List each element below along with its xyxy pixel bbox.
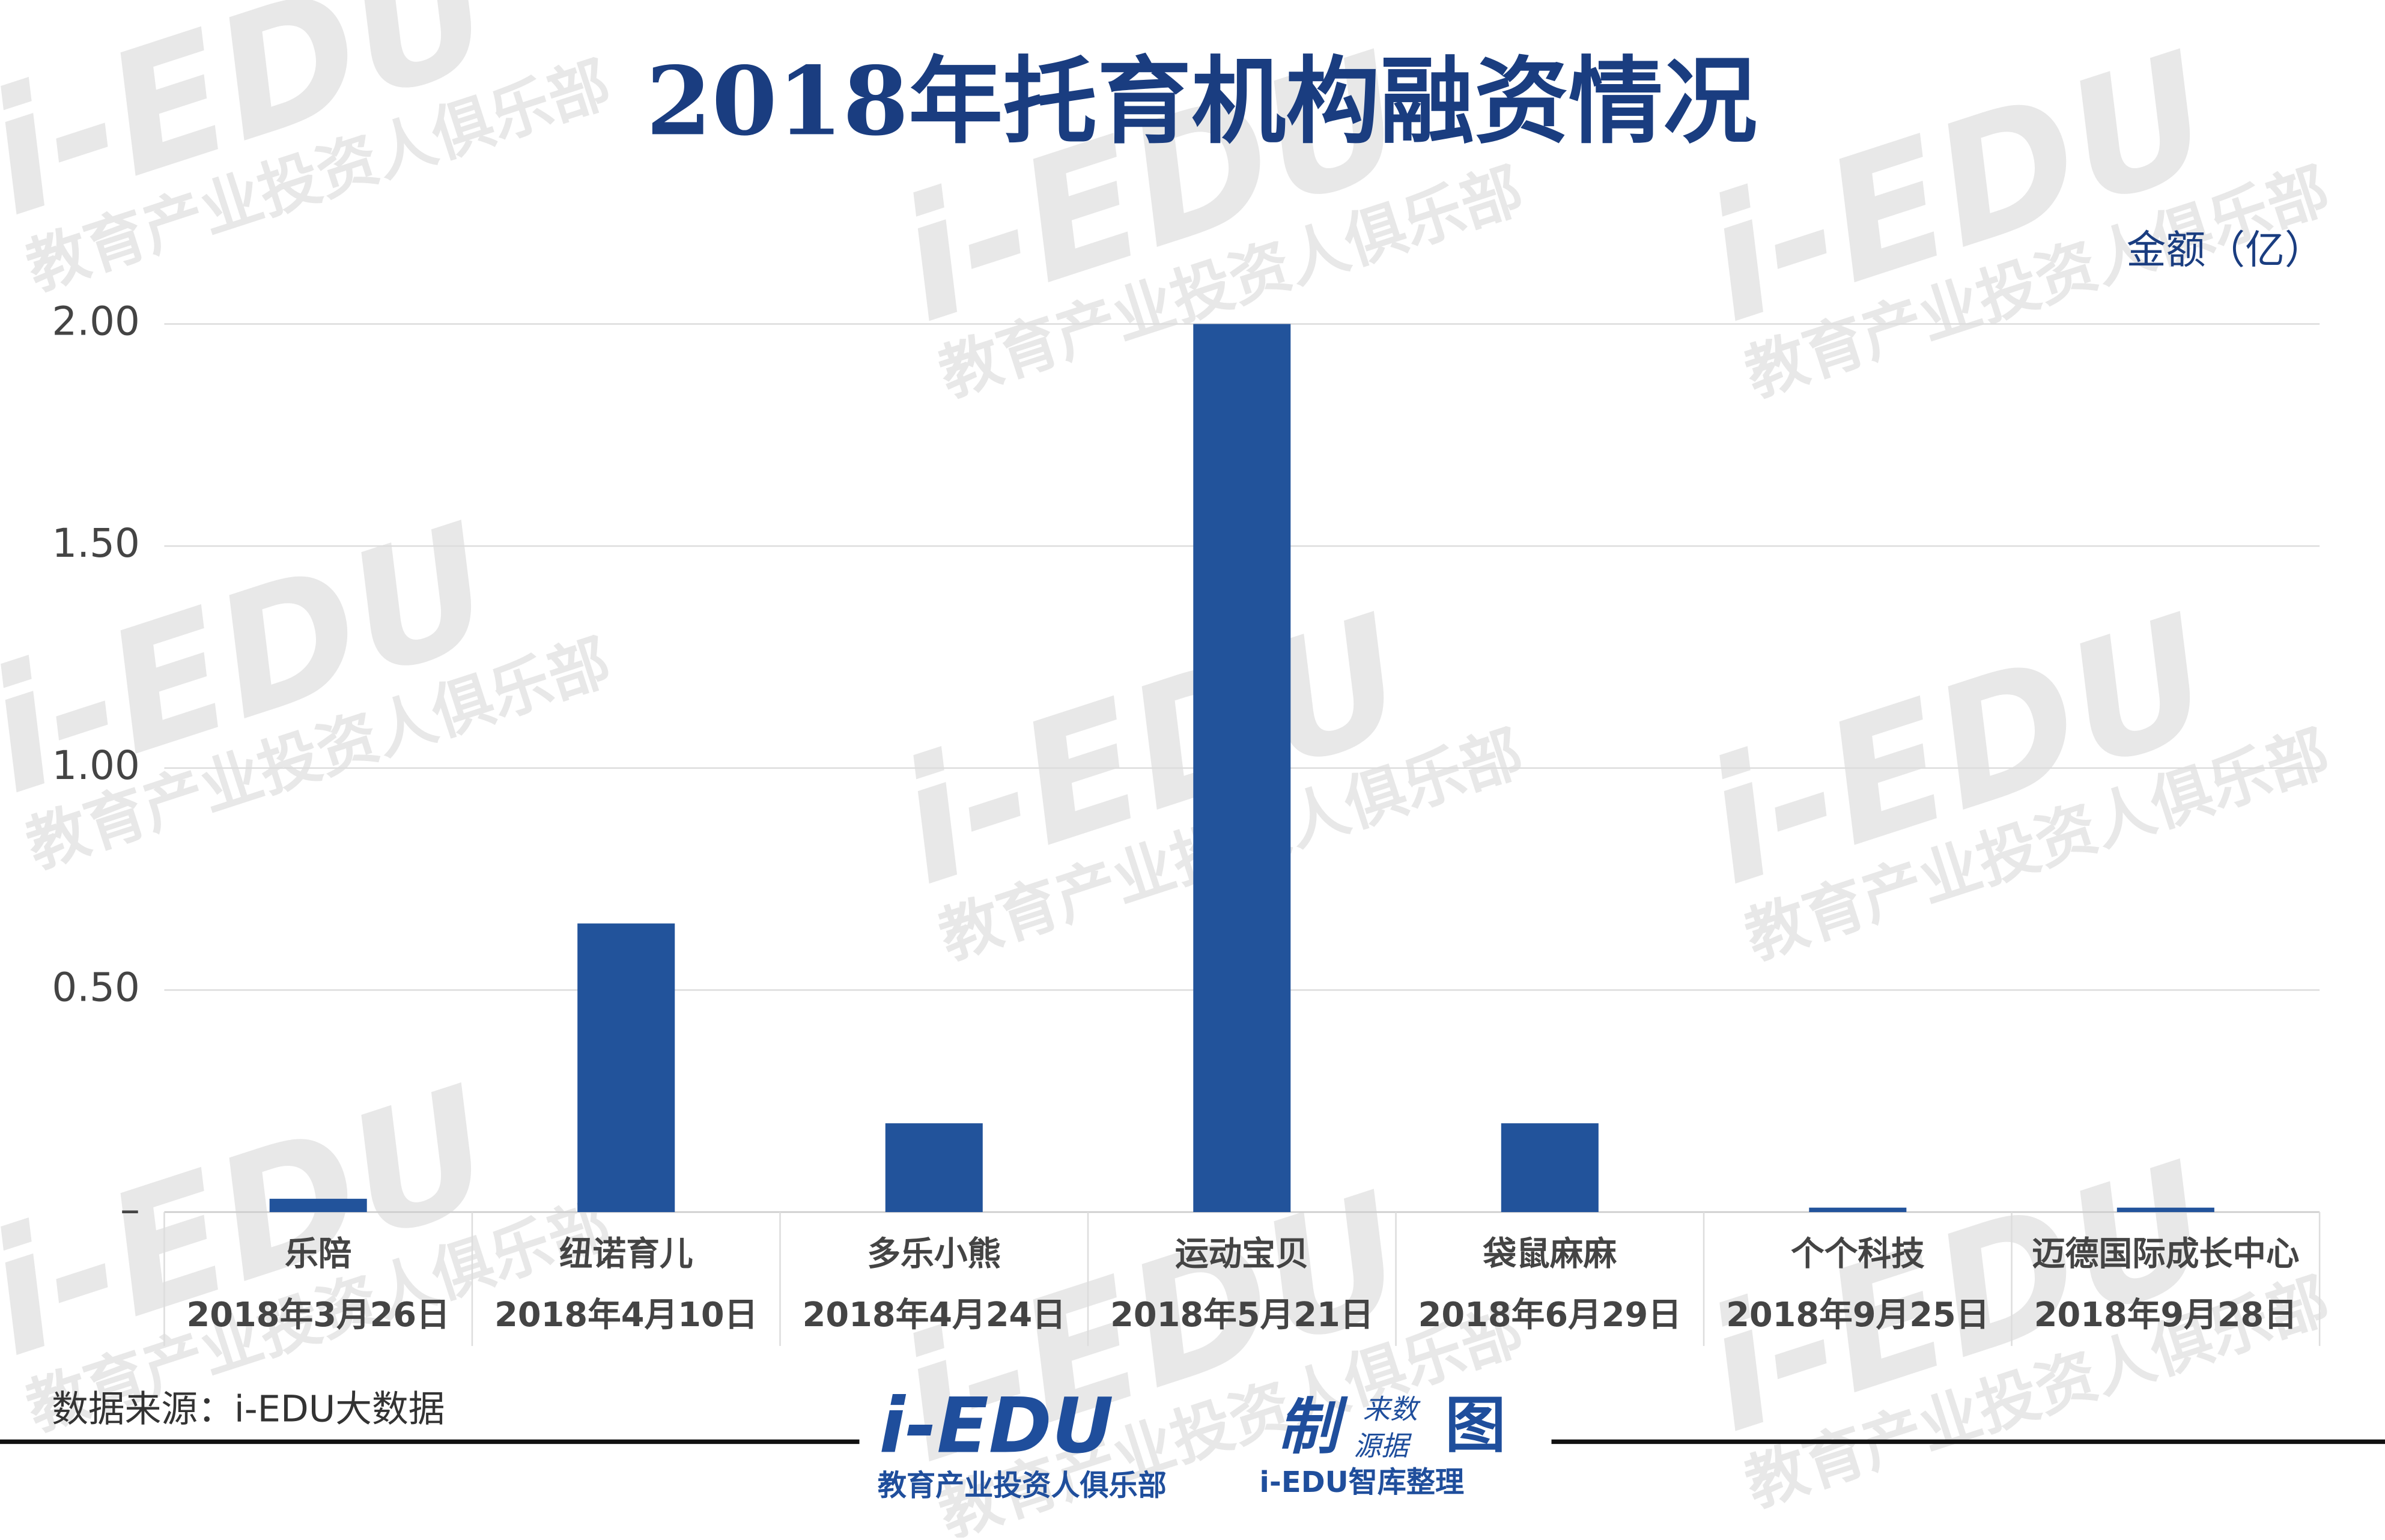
logo-chart: 图 [1445,1390,1505,1461]
bar [2116,1207,2214,1213]
bar [1809,1207,1907,1213]
x-tick-label: 纽诺育儿 [559,1235,693,1274]
x-tick-date: 2018年9月28日 [2034,1296,2297,1335]
bar [885,1123,983,1213]
y-tick-label: – [120,1186,140,1232]
x-tick-date: 2018年5月21日 [1110,1296,1373,1335]
bar [269,1198,367,1213]
x-tick-date: 2018年9月25日 [1726,1296,1989,1335]
y-tick-label: 1.00 [52,742,140,789]
logo-made: 制 [1278,1391,1349,1462]
logo-team: i-EDU智库整理 [1259,1466,1464,1499]
x-tick-date: 2018年4月24日 [803,1296,1066,1335]
bar [1501,1123,1599,1213]
x-tick-label: 多乐小熊 [867,1235,1001,1274]
logo-src: 源据 [1354,1430,1412,1462]
y-tick-label: 2.00 [52,298,140,344]
bar [1193,324,1291,1213]
x-tick-date: 2018年4月10日 [494,1296,758,1335]
logo-club: 教育产业投资人俱乐部 [878,1469,1167,1502]
x-tick-label: 个个科技 [1791,1235,1925,1274]
x-tick-label: 运动宝贝 [1175,1235,1309,1274]
y-tick-label: 1.50 [52,520,140,566]
y-axis-label: 金额（亿） [2127,226,2324,273]
x-tick-date: 2018年3月26日 [187,1296,450,1335]
y-tick-label: 0.50 [52,964,140,1010]
logo-brand: i-EDU [879,1381,1113,1470]
chart-title: 2018年托育机构融资情况 [646,46,1757,157]
logo: i-EDU 制 来数 源据 图 教育产业投资人俱乐部 i-EDU智库整理 [878,1381,1506,1502]
x-tick-label: 乐陪 [285,1235,351,1274]
bar [577,923,675,1213]
x-tick-date: 2018年6月29日 [1418,1296,1682,1335]
x-tick-label: 迈德国际成长中心 [2032,1235,2300,1274]
logo-src: 来数 [1363,1393,1421,1425]
source: 数据来源：i-EDU大数据 [52,1388,445,1430]
x-tick-label: 袋鼠麻麻 [1482,1235,1617,1274]
